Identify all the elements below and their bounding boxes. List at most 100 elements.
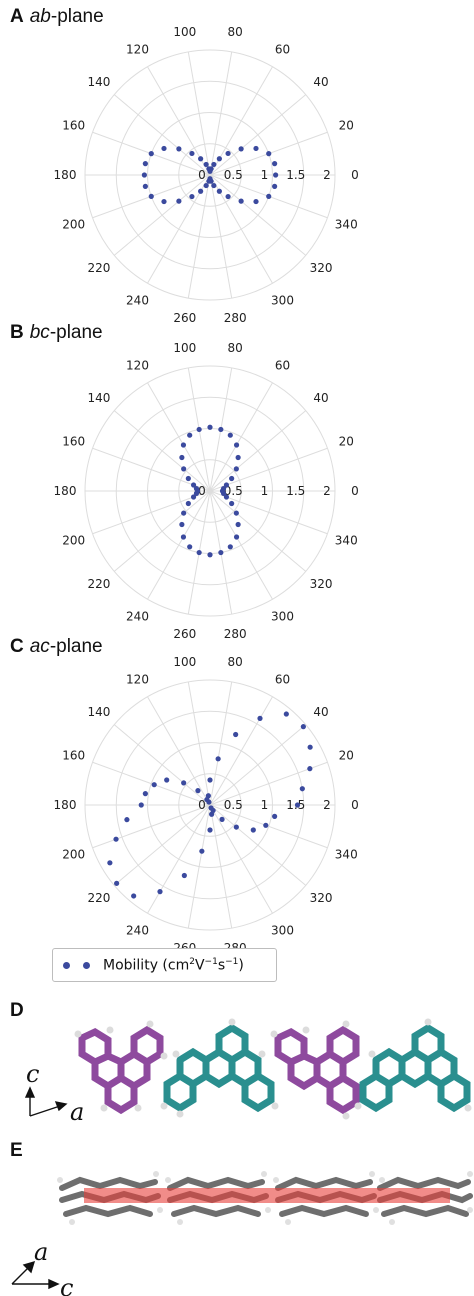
data-point xyxy=(300,724,306,730)
data-point xyxy=(233,731,239,738)
data-point xyxy=(257,715,263,721)
theta-tick-label: 260 xyxy=(173,627,196,641)
data-point xyxy=(185,500,191,507)
angular-gridline xyxy=(92,490,211,535)
data-point xyxy=(238,198,244,204)
angular-gridline xyxy=(92,804,211,849)
data-point xyxy=(187,544,193,550)
data-point xyxy=(307,766,313,772)
data-point xyxy=(218,549,224,556)
data-point xyxy=(164,777,170,783)
axes-indicator-e xyxy=(11,1260,60,1290)
theta-tick-label: 220 xyxy=(87,577,110,591)
theta-tick-label: 40 xyxy=(313,705,328,719)
angular-gridline xyxy=(113,804,211,886)
r-tick-label: 1 xyxy=(261,484,269,498)
data-point xyxy=(199,848,205,854)
theta-tick-label: 140 xyxy=(87,705,110,719)
angular-gridline xyxy=(187,681,211,806)
theta-tick-label: 300 xyxy=(271,924,294,938)
theta-tick-label: 100 xyxy=(173,655,196,669)
data-point xyxy=(193,490,200,496)
theta-tick-label: 320 xyxy=(310,891,333,905)
data-point xyxy=(195,788,201,794)
theta-tick-label: 240 xyxy=(126,924,149,938)
angular-gridline xyxy=(113,410,211,492)
data-point xyxy=(181,780,187,786)
chart-legend: Mobility (cm2V−1s−1) xyxy=(52,948,277,982)
theta-tick-label: 80 xyxy=(228,25,243,39)
theta-tick-label: 0 xyxy=(351,168,359,182)
r-tick-label: 0.5 xyxy=(224,484,243,498)
theta-tick-label: 60 xyxy=(275,42,290,56)
data-point xyxy=(198,188,204,194)
data-point xyxy=(266,151,272,157)
data-point xyxy=(207,827,213,833)
data-point xyxy=(181,466,187,472)
theta-tick-label: 80 xyxy=(228,341,243,355)
theta-tick-label: 40 xyxy=(313,75,328,89)
data-point xyxy=(216,188,222,194)
angular-gridline xyxy=(209,804,233,929)
data-point xyxy=(220,490,227,496)
theta-tick-label: 280 xyxy=(224,311,247,325)
r-tick-label: 0 xyxy=(198,798,206,812)
theta-tick-label: 300 xyxy=(271,294,294,308)
data-point xyxy=(187,432,193,438)
data-point xyxy=(142,791,148,797)
theta-tick-label: 160 xyxy=(62,118,85,132)
theta-tick-label: 320 xyxy=(310,577,333,591)
data-point xyxy=(215,756,221,762)
theta-tick-label: 120 xyxy=(126,42,149,56)
data-point xyxy=(142,183,148,189)
theta-tick-label: 180 xyxy=(54,484,77,498)
data-point xyxy=(208,178,214,184)
theta-tick-label: 120 xyxy=(126,358,149,372)
angular-gridline xyxy=(209,490,307,572)
angular-gridline xyxy=(209,51,233,176)
angular-gridline xyxy=(187,174,211,299)
angular-gridline xyxy=(209,490,328,535)
axis-label-a: a xyxy=(70,1098,84,1126)
data-point xyxy=(131,893,137,899)
data-point xyxy=(176,198,182,204)
r-tick-label: 2 xyxy=(323,168,331,182)
angular-gridline xyxy=(209,804,328,849)
theta-tick-label: 300 xyxy=(271,610,294,624)
panel-b-plane: bc xyxy=(29,322,50,343)
data-point xyxy=(233,824,239,830)
data-point xyxy=(207,552,213,558)
data-point xyxy=(266,193,272,199)
theta-tick-label: 180 xyxy=(54,168,77,182)
angular-gridline xyxy=(113,174,211,256)
theta-tick-label: 200 xyxy=(62,534,85,548)
theta-tick-label: 20 xyxy=(339,748,354,762)
data-point xyxy=(299,786,305,792)
r-tick-label: 0.5 xyxy=(224,798,243,812)
angular-gridline xyxy=(147,490,211,600)
data-point xyxy=(198,156,204,162)
angular-gridline xyxy=(209,804,307,886)
data-point xyxy=(185,475,191,482)
data-point xyxy=(207,777,213,783)
theta-tick-label: 80 xyxy=(228,655,243,669)
data-point xyxy=(179,521,185,528)
r-tick-label: 1 xyxy=(261,798,269,812)
data-point xyxy=(196,549,202,556)
theta-tick-label: 100 xyxy=(173,25,196,39)
angular-gridline xyxy=(147,382,211,492)
purple-molecule-1 xyxy=(78,1025,164,1115)
data-point xyxy=(272,183,278,189)
r-tick-label: 2 xyxy=(323,484,331,498)
theta-tick-label: 340 xyxy=(335,218,358,232)
data-point xyxy=(225,193,231,200)
theta-tick-label: 220 xyxy=(87,261,110,275)
theta-tick-label: 160 xyxy=(62,434,85,448)
data-point xyxy=(307,744,313,750)
axis-label-a: a xyxy=(34,1238,48,1266)
transport-channel-highlight xyxy=(84,1188,450,1203)
